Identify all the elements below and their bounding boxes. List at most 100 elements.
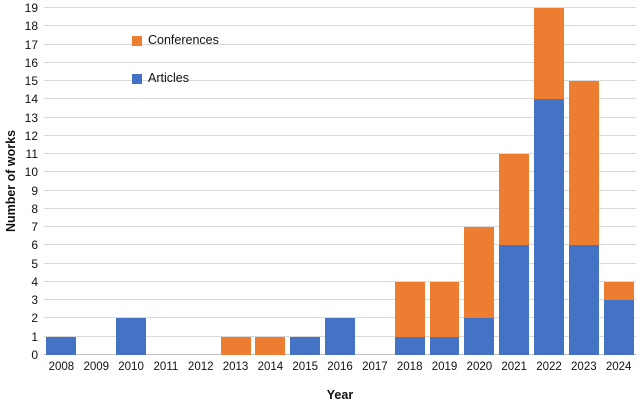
x-tick-label-2016: 2016 xyxy=(327,361,353,373)
y-tick-label: 15 xyxy=(24,74,38,89)
gridline xyxy=(44,226,636,228)
bar-2009 xyxy=(79,8,114,355)
y-tick-label: 6 xyxy=(31,238,38,253)
gridline xyxy=(44,116,636,118)
gridline xyxy=(44,61,636,63)
bar-segment-conferences-2013 xyxy=(220,336,251,355)
bar-2019 xyxy=(427,8,462,355)
bar-segment-articles-2016 xyxy=(325,318,355,355)
bar-segment-articles-2023 xyxy=(568,245,599,355)
gridline xyxy=(44,25,636,27)
x-tick-label-2008: 2008 xyxy=(48,361,75,373)
y-tick-label: 11 xyxy=(25,147,38,162)
bar-2022 xyxy=(532,8,567,355)
y-tick-label: 16 xyxy=(24,55,38,70)
y-tick-label: 14 xyxy=(24,92,38,107)
bar-segment-articles-2020 xyxy=(464,318,495,355)
gridline xyxy=(44,317,636,319)
bar-segment-conferences-2018 xyxy=(394,281,425,337)
x-tick-label-2019: 2019 xyxy=(431,361,458,373)
bar-segment-conferences-2023 xyxy=(568,81,599,246)
conferences-swatch-icon xyxy=(132,35,142,46)
bar-segment-conferences-2021 xyxy=(499,154,530,246)
x-tick-label-2010: 2010 xyxy=(118,361,144,373)
bar-2021 xyxy=(497,8,532,355)
bar-2018 xyxy=(392,8,427,355)
bar-2024 xyxy=(601,8,636,355)
y-tick-label: 1 xyxy=(31,329,38,344)
gridline xyxy=(44,98,636,100)
x-axis-tick-labels: 2008 2009 2010 2011 2012 2013 2014 2015 2016 2017… xyxy=(44,361,636,374)
gridline xyxy=(44,280,636,282)
legend-label-articles: Articles xyxy=(148,71,189,86)
y-tick-label: 18 xyxy=(24,19,38,34)
bar-segment-articles-2010 xyxy=(116,318,147,355)
x-tick-label-2017: 2017 xyxy=(362,361,388,373)
plot-area: Conferences Articles xyxy=(44,7,636,355)
articles-swatch-icon xyxy=(132,73,142,84)
x-tick-label-2018: 2018 xyxy=(396,361,423,373)
bar-2013 xyxy=(218,8,253,355)
x-tick-label-2012: 2012 xyxy=(187,361,214,373)
y-tick-label: 0 xyxy=(31,348,38,362)
gridline xyxy=(44,244,636,246)
gridline xyxy=(44,134,636,136)
bar-segment-articles-2024 xyxy=(603,300,634,355)
y-tick-label: 12 xyxy=(24,128,38,143)
bar-2016 xyxy=(323,8,358,355)
gridline xyxy=(44,7,636,8)
y-tick-label: 2 xyxy=(31,311,38,326)
y-tick-label: 17 xyxy=(24,37,38,52)
x-tick-label-2015: 2015 xyxy=(292,361,318,373)
bar-segment-conferences-2019 xyxy=(429,281,460,337)
y-tick-label: 9 xyxy=(31,183,38,198)
x-tick-label-2011: 2011 xyxy=(153,361,179,373)
bars-container xyxy=(44,8,636,355)
x-tick-label-2014: 2014 xyxy=(257,361,284,373)
gridline xyxy=(44,153,636,155)
y-axis-tick-labels: 0 1 2 3 4 5 6 7 8 9 10 11 12 13 14 15 16 17 18 19 xyxy=(0,2,38,361)
y-tick-label: 4 xyxy=(31,274,38,289)
x-tick-label-2024: 2024 xyxy=(605,361,632,373)
legend: Conferences Articles xyxy=(132,33,219,86)
bar-2020 xyxy=(462,8,497,355)
bar-segment-articles-2019 xyxy=(429,336,460,355)
legend-label-conferences: Conferences xyxy=(148,33,219,48)
bar-segment-articles-2018 xyxy=(394,336,425,355)
bar-2017 xyxy=(357,8,392,355)
y-tick-label: 10 xyxy=(24,165,38,180)
y-tick-label: 5 xyxy=(31,256,38,271)
gridline xyxy=(44,189,636,191)
bar-segment-conferences-2022 xyxy=(534,8,564,100)
y-tick-label: 7 xyxy=(31,220,38,235)
x-tick-label-2013: 2013 xyxy=(222,361,249,373)
bar-segment-articles-2022 xyxy=(534,99,564,355)
bar-2008 xyxy=(44,8,79,355)
gridline xyxy=(44,299,636,301)
bar-segment-conferences-2020 xyxy=(464,227,495,319)
y-tick-label: 8 xyxy=(31,201,38,216)
bar-segment-conferences-2024 xyxy=(603,281,634,301)
bar-2014 xyxy=(253,8,288,355)
x-axis-title: Year xyxy=(326,388,354,402)
bar-2010 xyxy=(114,8,149,355)
x-tick-label-2021: 2021 xyxy=(501,361,527,373)
gridline xyxy=(44,80,636,82)
gridline xyxy=(44,43,636,45)
bar-segment-articles-2015 xyxy=(290,336,321,355)
x-tick-label-2023: 2023 xyxy=(571,361,597,373)
legend-item-conferences: Conferences xyxy=(132,33,219,48)
bar-segment-articles-2008 xyxy=(46,336,77,355)
bar-2023 xyxy=(566,8,601,355)
legend-item-articles: Articles xyxy=(132,71,219,86)
y-tick-label: 13 xyxy=(24,110,38,125)
bar-segment-conferences-2014 xyxy=(255,336,286,355)
x-tick-label-2009: 2009 xyxy=(83,361,110,373)
bar-2015 xyxy=(288,8,323,355)
bar-segment-articles-2021 xyxy=(499,245,530,355)
gridline xyxy=(44,262,636,264)
x-tick-label-2022: 2022 xyxy=(536,361,562,373)
x-tick-label-2020: 2020 xyxy=(466,361,493,373)
gridline xyxy=(44,207,636,209)
